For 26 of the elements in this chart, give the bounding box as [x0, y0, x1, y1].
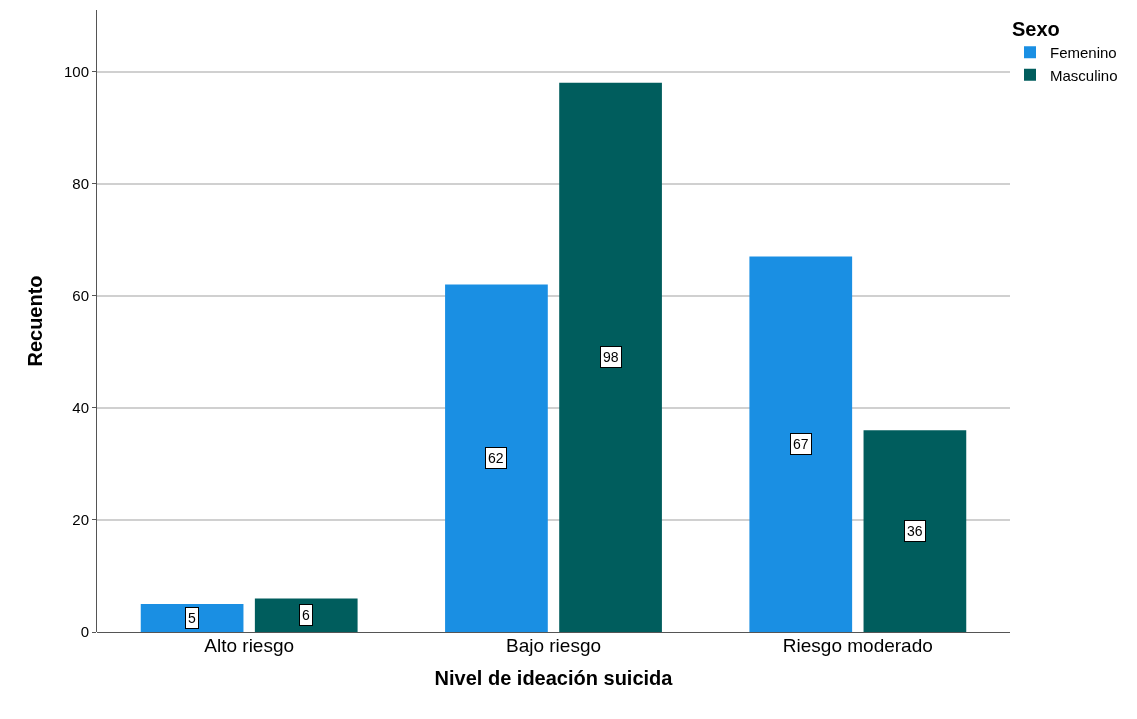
bar [140, 603, 244, 632]
y-tick-label: 60 [72, 287, 89, 305]
y-tick-label: 0 [80, 623, 89, 641]
y-tick-label: 80 [72, 174, 89, 192]
x-tick-label: Bajo riesgo [505, 635, 602, 656]
legend-title: Sexo [1012, 18, 1060, 40]
data-label: 98 [603, 349, 619, 365]
legend-label: Masculino [1050, 66, 1118, 84]
bar [749, 256, 853, 632]
data-label: 62 [488, 450, 504, 466]
x-axis-title: Nivel de ideación suicida [434, 666, 674, 689]
bar [445, 284, 548, 632]
x-tick-label: Riesgo moderado [782, 635, 933, 656]
x-tick-label: Alto riesgo [204, 635, 295, 656]
bar [254, 598, 358, 632]
y-tick-label: 20 [72, 511, 89, 529]
bar [559, 82, 662, 632]
y-axis-title: Recuento [24, 275, 47, 367]
bar [863, 430, 967, 632]
y-tick-label: 40 [72, 399, 89, 417]
data-label: 6 [302, 607, 310, 623]
y-tick-label: 100 [63, 62, 89, 80]
legend-label: Femenino [1050, 44, 1117, 62]
data-label: 67 [793, 436, 809, 452]
data-label: 5 [188, 610, 196, 626]
data-label: 36 [907, 523, 923, 539]
